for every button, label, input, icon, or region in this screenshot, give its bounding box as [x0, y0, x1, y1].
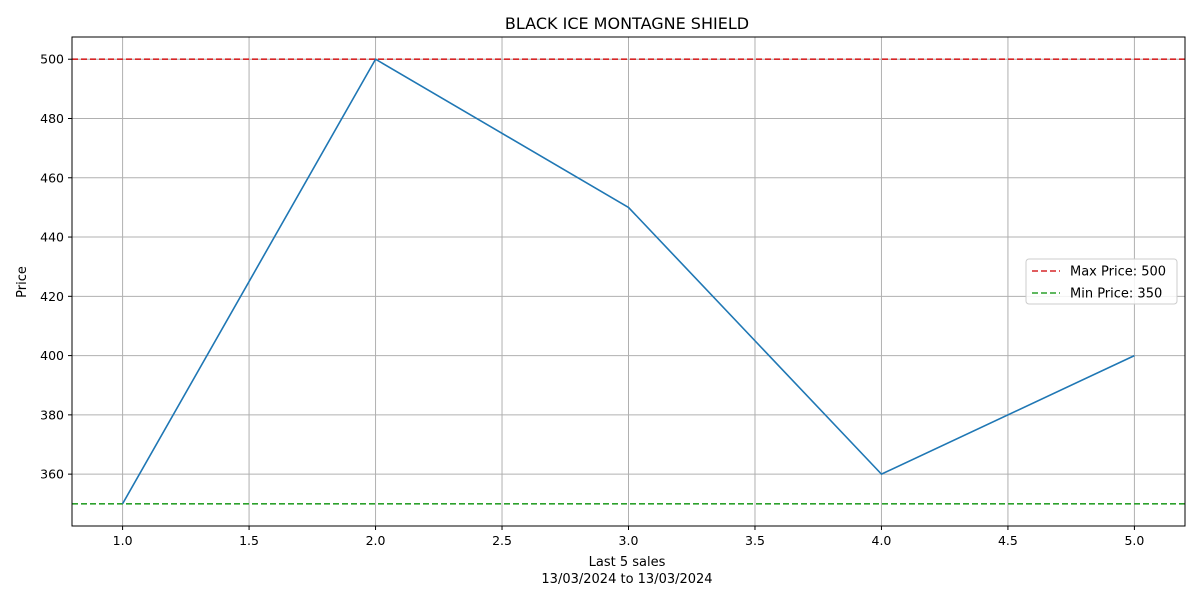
x-tick-label: 4.0 — [872, 533, 892, 548]
y-tick-label: 400 — [40, 348, 64, 363]
legend-box — [1025, 258, 1178, 305]
series-layer — [121, 58, 1135, 505]
chart-title: BLACK ICE MONTAGNE SHIELD — [505, 14, 749, 33]
y-tick-label: 420 — [40, 289, 64, 304]
legend-entry-label: Min Price: 350 — [1070, 287, 1162, 302]
x-tick-label: 3.5 — [745, 533, 765, 548]
x-axis-ticks: 1.0 1.5 2.0 2.5 3.0 3.5 4.0 4.5 5.0 — [113, 526, 1144, 548]
x-tick-label: 2.5 — [492, 533, 512, 548]
y-tick-label: 380 — [40, 407, 64, 422]
grid — [72, 37, 1185, 526]
x-tick-label: 5.0 — [1124, 533, 1144, 548]
y-axis-ticks: 360 380 400 420 440 460 480 500 — [40, 52, 72, 482]
series-line — [121, 58, 1135, 505]
y-tick-label: 500 — [40, 52, 64, 67]
y-tick-label: 440 — [40, 230, 64, 245]
y-axis-label: Price — [15, 266, 30, 298]
x-axis-label: Last 5 sales — [589, 555, 666, 570]
y-tick-label: 360 — [40, 467, 64, 482]
x-tick-label: 1.0 — [113, 533, 133, 548]
x-tick-label: 4.5 — [998, 533, 1018, 548]
x-tick-label: 1.5 — [239, 533, 259, 548]
legend: Max Price: 500 Min Price: 350 — [1025, 258, 1178, 305]
reference-lines — [72, 58, 1185, 505]
x-tick-label: 3.0 — [619, 533, 639, 548]
y-tick-label: 480 — [40, 111, 64, 126]
x-axis-sublabel: 13/03/2024 to 13/03/2024 — [541, 572, 712, 587]
legend-entry-label: Max Price: 500 — [1070, 265, 1166, 280]
y-tick-label: 460 — [40, 170, 64, 185]
x-tick-label: 2.0 — [366, 533, 386, 548]
